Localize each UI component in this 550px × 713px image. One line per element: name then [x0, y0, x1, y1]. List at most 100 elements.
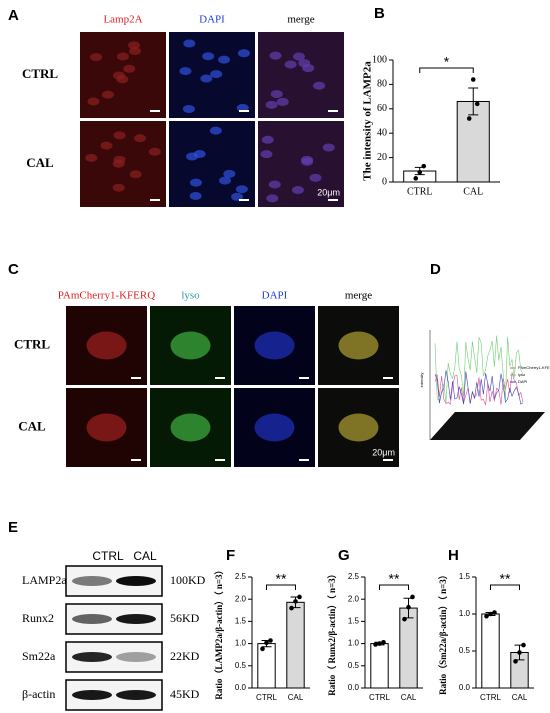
cell [338, 413, 379, 442]
size-label: 100KD [170, 573, 206, 587]
cell [116, 52, 129, 61]
cell [202, 52, 215, 61]
data-point [417, 169, 423, 175]
data-point [492, 610, 497, 615]
cell [179, 67, 192, 76]
cell [134, 134, 147, 143]
legend-label: PAmCherry1-KFERQ [518, 365, 550, 370]
significance-label: * [444, 54, 450, 70]
x-tick-label: CTRL [407, 186, 433, 197]
significance-label: ** [389, 571, 400, 587]
panel-label: H [448, 547, 459, 564]
data-point [406, 604, 411, 610]
cell [292, 52, 305, 61]
data-point [410, 594, 415, 600]
y-tick-label: 80 [377, 79, 387, 90]
significance-label: ** [276, 571, 287, 587]
cell [219, 176, 232, 185]
data-point [488, 611, 493, 617]
blot-band [116, 690, 156, 700]
y-tick-label: 0.0 [235, 683, 247, 692]
intensity-trace [434, 335, 524, 403]
cell [129, 47, 142, 56]
blot-band [72, 576, 112, 586]
data-point [268, 638, 273, 643]
y-label: intensity [419, 373, 424, 388]
intensity-trace [434, 370, 524, 405]
blot-band [72, 614, 112, 624]
cell [322, 143, 335, 152]
cell [90, 53, 103, 62]
y-tick-label: 20 [377, 152, 387, 163]
data-point [484, 613, 489, 619]
cell [123, 64, 136, 73]
column-label: lyso [181, 290, 200, 302]
panel-label: B [374, 5, 385, 22]
cell [200, 74, 213, 83]
scale-bar-line [299, 459, 309, 461]
data-point [373, 642, 378, 647]
column-label: PAmCherry1-KFERQ [58, 290, 155, 302]
cell [113, 131, 126, 140]
cell [85, 153, 98, 162]
cell [183, 39, 196, 48]
cell [270, 90, 283, 99]
cell [100, 141, 113, 150]
cell [276, 97, 289, 106]
y-axis-label: Ratio（LAMP2a/β-actin）（ n=3） [214, 565, 224, 699]
y-axis-label: Ratio（ Runx2/β-actin）（ n=3） [327, 569, 337, 695]
y-tick-label: 1.5 [235, 617, 247, 626]
row-label: CAL [26, 155, 54, 170]
protein-label: Runx2 [22, 611, 54, 625]
x-tick-label: CTRL [480, 693, 501, 702]
cell [261, 135, 274, 144]
cell [268, 180, 281, 189]
cell [186, 152, 199, 161]
data-point [470, 77, 476, 82]
data-point [264, 640, 269, 646]
cell [223, 169, 236, 178]
panel-label: G [338, 547, 350, 564]
cell [182, 104, 195, 113]
blot-band [72, 652, 112, 662]
x-tick-label: CTRL [369, 693, 390, 702]
cell [170, 331, 211, 360]
data-point [521, 642, 526, 648]
cell [254, 413, 295, 442]
cell [148, 147, 161, 156]
cell [237, 49, 250, 58]
y-tick-label: 2.0 [348, 594, 360, 603]
blot-band [116, 652, 156, 662]
y-tick-label: 0 [382, 176, 387, 187]
scale-bar-line [215, 459, 225, 461]
column-label: DAPI [199, 14, 225, 26]
cell [231, 192, 244, 201]
cell [113, 155, 126, 164]
lane-label: CTRL [92, 549, 124, 563]
panel-label: C [8, 261, 19, 278]
protein-label: Sm22a [22, 649, 56, 663]
y-axis-label: The intensity of LAMP2a [362, 61, 374, 181]
data-point [466, 116, 472, 121]
cell [101, 90, 114, 99]
cell [113, 71, 126, 80]
data-point [381, 639, 386, 645]
bar [481, 613, 500, 689]
cell [269, 51, 282, 60]
cell [129, 170, 142, 179]
cell [338, 331, 379, 360]
bar [257, 643, 276, 689]
legend-label: DAPI [518, 379, 527, 384]
cell [301, 157, 314, 166]
legend-label: lyso [518, 372, 526, 377]
scale-bar-line [239, 110, 249, 112]
y-tick-label: 2.5 [348, 572, 360, 581]
data-point [413, 176, 419, 181]
column-label: merge [345, 290, 372, 302]
significance-bracket [490, 584, 520, 590]
data-point [402, 616, 407, 622]
cell [86, 331, 127, 360]
panel-label: A [8, 7, 19, 24]
cell [218, 55, 231, 64]
